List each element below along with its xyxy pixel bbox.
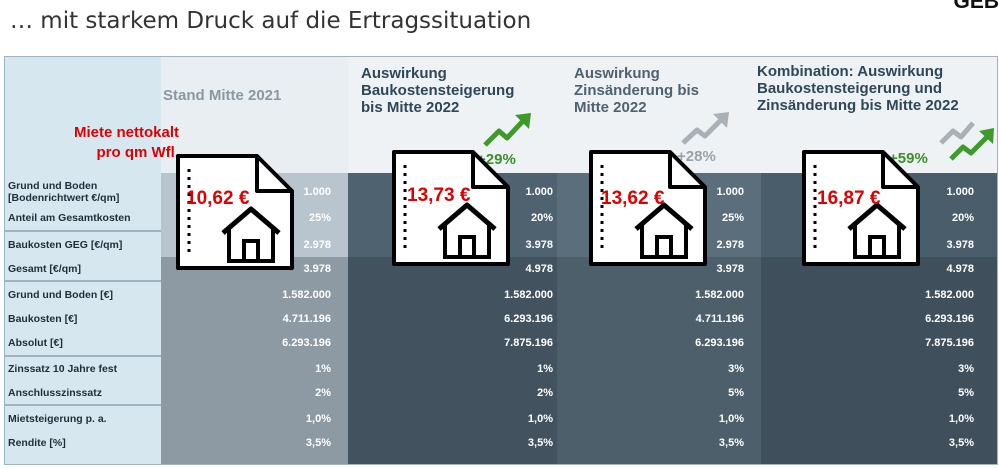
- table-cell: 2%: [537, 387, 553, 399]
- table-cell: 1.582.000: [695, 289, 744, 301]
- table-cell: 3,5%: [305, 437, 331, 449]
- house-icon: [847, 202, 907, 259]
- rent-price: 10,62 €: [186, 188, 250, 209]
- row-label: Anschlusszinssatz: [8, 387, 102, 399]
- rent-price: 13,73 €: [407, 185, 471, 206]
- header-line: Zinsänderung bis Mitte 2022: [757, 97, 959, 114]
- table-cell: 4.711.196: [695, 313, 744, 325]
- row-label: Baukosten [€]: [8, 313, 78, 325]
- column-header-2: Auswirkung Baukostensteigerung bis Mitte…: [361, 65, 514, 116]
- trend-up-arrow-icon: [483, 113, 531, 147]
- row-label: Rendite [%]: [8, 437, 66, 449]
- house-icon: [634, 202, 694, 259]
- header-line: Mitte 2022: [574, 99, 647, 116]
- row-label: Grund und Boden [€]: [8, 289, 113, 301]
- table-cell: 3.978: [525, 239, 553, 251]
- table-cell: 3%: [958, 363, 974, 375]
- row-label: Mietsteigerung p. a.: [8, 413, 107, 425]
- table-cell: 4.978: [946, 263, 974, 275]
- table-cell: 7.875.196: [504, 337, 553, 349]
- trend-up-arrow-icon: [939, 121, 994, 161]
- table-cell: 1.000: [525, 186, 553, 198]
- table-cell: 25%: [721, 212, 744, 224]
- table-cell: 2%: [315, 387, 331, 399]
- change-percent: +59%: [889, 150, 928, 167]
- column-header-3: Auswirkung Zinsänderung bis Mitte 2022: [574, 65, 699, 116]
- table-cell: 20%: [530, 212, 553, 224]
- table-cell: 7.875.196: [925, 337, 974, 349]
- table-cell: 2.978: [303, 239, 331, 251]
- row-label: Gesamt [€/qm]: [8, 263, 81, 275]
- rent-price: 16,87 €: [817, 188, 881, 209]
- change-percent: +28%: [677, 148, 716, 165]
- row-divider: [5, 404, 161, 406]
- table-cell: 3.978: [946, 239, 974, 251]
- table-cell: 1%: [315, 363, 331, 375]
- table-cell: 1,0%: [305, 413, 331, 425]
- table-cell: 3.978: [716, 263, 744, 275]
- header-line: Baukostensteigerung: [361, 82, 515, 99]
- column-header-1: Stand Mitte 2021: [163, 87, 281, 104]
- table-cell: 1%: [537, 363, 553, 375]
- row-label: Anteil am Gesamtkosten: [8, 212, 131, 224]
- table-cell: 20%: [951, 212, 974, 224]
- table-cell: 2.978: [716, 239, 744, 251]
- table-cell: 3%: [728, 363, 744, 375]
- header-line: Stand Mitte 2021: [163, 87, 282, 104]
- table-cell: 5%: [958, 387, 974, 399]
- row-divider: [5, 280, 161, 282]
- logo-fragment: GEB: [953, 0, 999, 13]
- header-line: Baukostensteigerung und: [757, 80, 943, 97]
- table-cell: 6.293.196: [282, 337, 331, 349]
- table-cell: 3,5%: [718, 437, 744, 449]
- table-cell: 1,0%: [948, 413, 974, 425]
- header-line: Auswirkung: [574, 65, 660, 82]
- house-icon: [221, 206, 281, 263]
- rent-label: Miete nettokalt pro qm Wfl.: [61, 123, 179, 163]
- row-label: Grund und Boden [Bodenrichtwert €/qm]: [5, 180, 161, 204]
- table-cell: 1.000: [303, 186, 331, 198]
- table-cell: 3,5%: [527, 437, 553, 449]
- rent-label-line: Miete nettokalt: [73, 124, 179, 141]
- table-cell: 1,0%: [527, 413, 553, 425]
- document-icon: [392, 150, 510, 266]
- document-icon: [802, 150, 920, 266]
- table-cell: 1.582.000: [504, 289, 553, 301]
- slide-title: … mit starkem Druck auf die Ertragssitua…: [10, 8, 532, 34]
- table-cell: 4.978: [525, 263, 553, 275]
- table-cell: 5%: [728, 387, 744, 399]
- rent-price: 13,62 €: [601, 188, 665, 209]
- table-cell: 1.582.000: [925, 289, 974, 301]
- document-icon: [176, 154, 294, 270]
- header-line: Auswirkung: [361, 65, 447, 82]
- trend-up-arrow-icon: [681, 112, 729, 145]
- table-cell: 4.711.196: [282, 313, 331, 325]
- header-line: bis Mitte 2022: [361, 99, 460, 116]
- table-cell: 1.582.000: [282, 289, 331, 301]
- header-line: Kombination: Auswirkung: [757, 63, 944, 80]
- house-icon: [437, 202, 497, 259]
- table-cell: 6.293.196: [925, 313, 974, 325]
- table-cell: 3.978: [303, 263, 331, 275]
- document-icon: [589, 150, 707, 266]
- table-cell: 25%: [308, 212, 331, 224]
- table-cell: 6.293.196: [504, 313, 553, 325]
- row-divider: [5, 355, 161, 357]
- label-column: [5, 57, 161, 464]
- table-cell: 1,0%: [718, 413, 744, 425]
- row-label: Absolut [€]: [8, 337, 63, 349]
- rent-label-line: pro qm Wfl.: [96, 144, 180, 161]
- row-label: Baukosten GEG [€/qm]: [8, 239, 123, 251]
- table-cell: 3,5%: [948, 437, 974, 449]
- row-divider: [5, 230, 161, 232]
- row-label-line: Grund und Boden: [8, 180, 98, 192]
- row-label: Zinssatz 10 Jahre fest: [8, 363, 118, 375]
- table-cell: 1.000: [716, 186, 744, 198]
- table-cell: 1.000: [946, 186, 974, 198]
- column-header-4: Kombination: Auswirkung Baukostensteiger…: [757, 63, 959, 114]
- table-cell: 6.293.196: [695, 337, 744, 349]
- row-label-line: [Bodenrichtwert €/qm]: [8, 192, 120, 204]
- header-line: Zinsänderung bis: [574, 82, 700, 99]
- comparison-table: Stand Mitte 2021 Auswirkung Baukostenste…: [4, 56, 998, 465]
